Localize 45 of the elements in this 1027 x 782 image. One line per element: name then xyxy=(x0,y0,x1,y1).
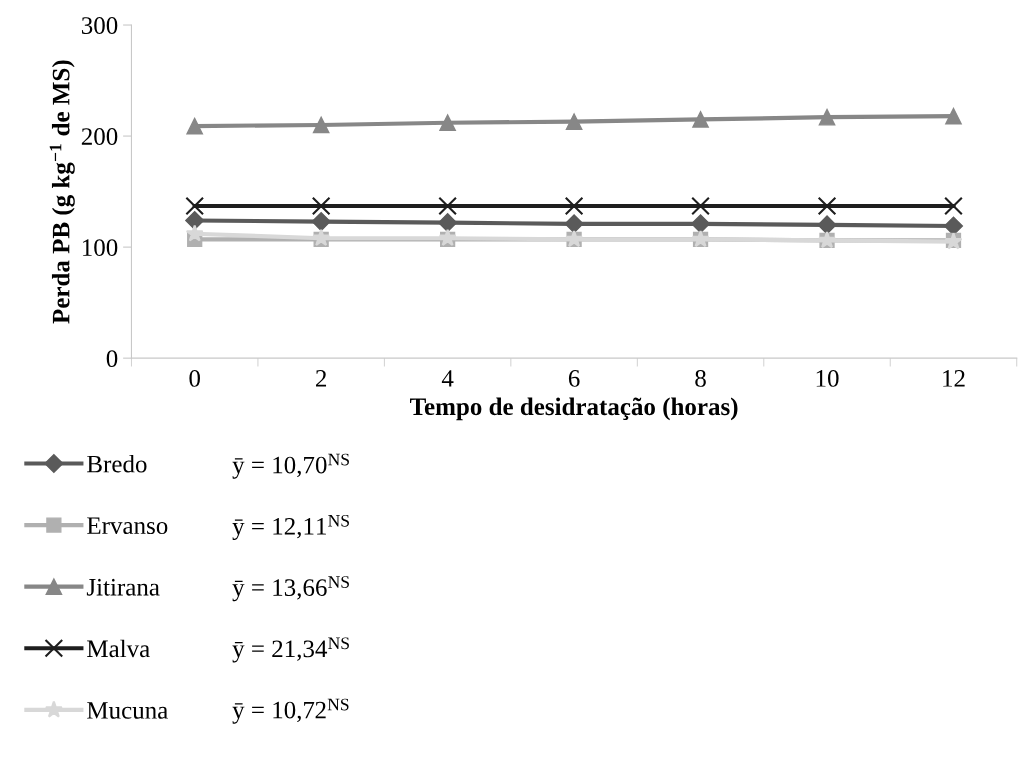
text: ȳ = 13,66$^{NS}$ xyxy=(232,576,349,602)
x-tick-label: 2 xyxy=(316,370,327,387)
y-tick-label: 300 xyxy=(81,17,118,34)
x-tick-label: 4 xyxy=(441,370,454,387)
text: ȳ = 12,11$^{NS}$ xyxy=(232,514,349,540)
x-tick-label: 12 xyxy=(943,370,965,387)
legend-label: Mucuna xyxy=(87,702,168,719)
point xyxy=(438,196,457,216)
x-tick-label: 6 xyxy=(568,370,580,387)
point xyxy=(311,196,331,216)
text: ȳ = 21,34$^{NS}$ xyxy=(232,637,349,663)
point xyxy=(817,215,837,235)
point xyxy=(817,196,837,216)
point xyxy=(564,196,584,216)
x-axis-title: Tempo de desidratação (horas) xyxy=(410,397,738,421)
x-tick-label: 8 xyxy=(695,369,706,387)
point xyxy=(691,196,710,216)
point xyxy=(311,212,331,232)
point xyxy=(565,113,583,130)
legend-label: Ervanso xyxy=(87,517,168,535)
point xyxy=(818,108,836,126)
y-tick-label: 200 xyxy=(81,128,118,145)
text: ȳ = 10,72$^{NS}$ xyxy=(232,698,349,724)
point xyxy=(186,117,204,135)
point xyxy=(945,107,962,125)
x-tick-label: 0 xyxy=(189,369,200,387)
legend-label: Malva xyxy=(87,639,150,658)
point xyxy=(185,196,205,216)
point xyxy=(564,214,584,234)
legend-label: Jitirana xyxy=(86,578,160,596)
y-tick-label: 100 xyxy=(82,239,118,257)
point xyxy=(185,210,205,230)
text: ȳ = 10,70$^{NS}$ xyxy=(232,453,349,479)
point xyxy=(438,213,458,233)
x-tick-label: 10 xyxy=(816,369,839,387)
point xyxy=(943,216,964,236)
point xyxy=(185,224,204,242)
y-axis-title: Perda PB (g kg$^{−1}$ de MS) xyxy=(49,60,75,324)
point xyxy=(692,111,709,128)
point xyxy=(691,214,711,234)
legend-label: Bredo xyxy=(87,454,147,473)
point xyxy=(439,114,456,132)
point xyxy=(312,116,330,134)
y-tick-label: 0 xyxy=(106,350,118,368)
point xyxy=(944,196,963,216)
